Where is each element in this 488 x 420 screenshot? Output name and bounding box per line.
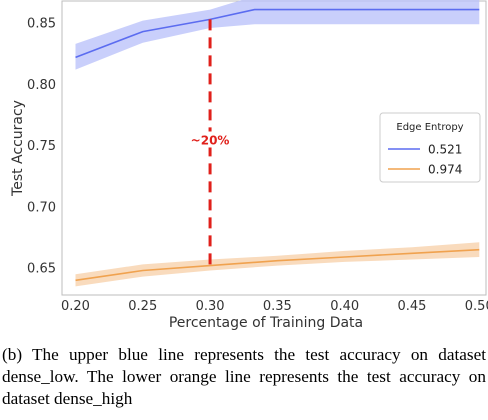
x-tick-label-0: 0.20 (61, 299, 90, 314)
annotation-label-bg (190, 131, 231, 148)
figure-caption: (b) The upper blue line represents the t… (2, 345, 486, 408)
legend-label-1: 0.974 (428, 163, 462, 177)
x-tick-label-1: 0.25 (128, 299, 157, 314)
x-tick-label-2: 0.30 (196, 299, 225, 314)
x-tick-label-5: 0.45 (397, 299, 426, 314)
y-axis-label: Test Accuracy (10, 100, 26, 197)
legend-box (379, 112, 481, 183)
series-line-0 (75, 8, 480, 59)
x-tick-label-3: 0.35 (263, 299, 292, 314)
y-tick-label-2: 0.75 (27, 139, 56, 154)
y-tick-label-3: 0.80 (27, 78, 56, 93)
y-tick-label-4: 0.85 (27, 17, 56, 32)
x-axis-label: Percentage of Training Data (169, 315, 363, 331)
y-tick-label-0: 0.65 (27, 262, 56, 277)
series-band-0 (75, 0, 480, 70)
legend-label-0: 0.521 (428, 143, 462, 157)
annotation-label: ~20% (191, 133, 230, 147)
series-line-1 (75, 248, 480, 282)
y-tick-label-1: 0.70 (27, 200, 56, 215)
x-tick-label-4: 0.40 (330, 299, 359, 314)
x-tick-label-6: 0.50 (465, 299, 488, 314)
legend-title: Edge Entropy (396, 122, 463, 133)
legend: Edge Entropy 0.521 0.974 (379, 112, 481, 183)
series-band-1 (75, 242, 480, 287)
